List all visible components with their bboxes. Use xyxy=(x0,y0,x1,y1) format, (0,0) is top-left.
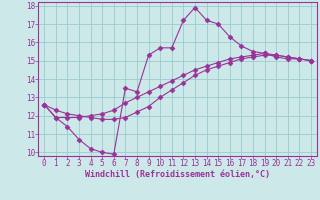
X-axis label: Windchill (Refroidissement éolien,°C): Windchill (Refroidissement éolien,°C) xyxy=(85,170,270,179)
